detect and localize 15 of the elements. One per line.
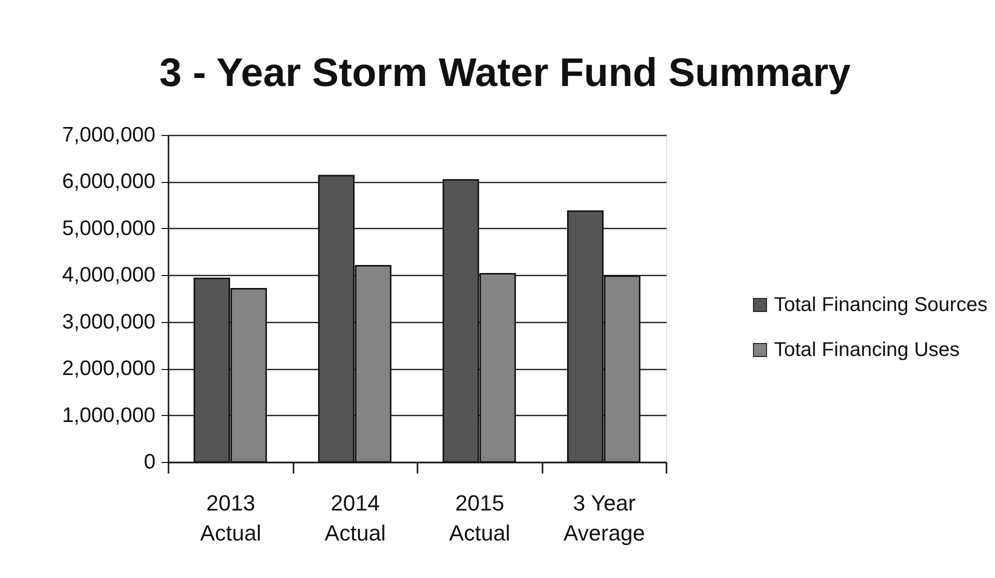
x-tick-label: 2015 Actual — [449, 490, 510, 546]
y-tick-label: 2,000,000 — [62, 357, 156, 380]
x-tick-label: 3 Year Average — [563, 490, 646, 546]
chart-title: 3 - Year Storm Water Fund Summary — [159, 51, 852, 95]
x-tick-label: 2013 Actual — [200, 490, 262, 546]
y-tick-label: 7,000,000 — [62, 124, 156, 146]
y-tick-label: 4,000,000 — [62, 264, 156, 287]
y-tick-label: 6,000,000 — [62, 170, 156, 194]
y-tick-label: 5,000,000 — [62, 216, 156, 240]
legend-label: Total Financing Uses — [774, 339, 960, 361]
y-tick-label: 3,000,000 — [62, 310, 156, 334]
y-tick-label: 1,000,000 — [62, 404, 156, 427]
x-tick-label: 2014 Actual — [324, 490, 386, 546]
y-tick-label: 0 — [144, 450, 156, 474]
legend-label: Total Financing Sources — [774, 294, 988, 316]
